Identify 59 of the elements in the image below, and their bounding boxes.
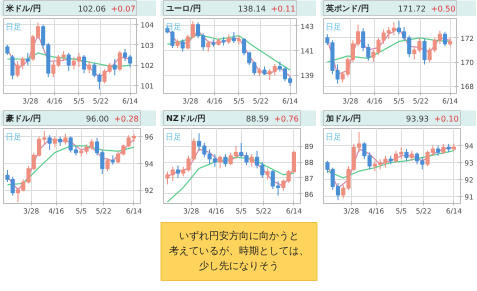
line-series [326, 150, 455, 179]
candlestick [66, 52, 71, 72]
candlestick [48, 134, 52, 150]
text: 88.59 [246, 114, 269, 124]
text: +0.76 [274, 114, 299, 124]
candlestick [87, 60, 92, 74]
text: 171.72 [398, 4, 426, 14]
chart-title: ユーロ/円 [166, 4, 201, 13]
annotation: 日足 [326, 22, 342, 32]
chart-title: 米ドル/円 [5, 4, 41, 13]
candlestick [436, 145, 440, 156]
chart-title: NZドル/円 [166, 114, 206, 123]
text: +0.07 [110, 4, 136, 14]
text: +0.28 [114, 114, 139, 124]
text: 93.93 [406, 114, 429, 124]
candlestick [105, 157, 110, 172]
candlestick [226, 34, 231, 45]
candlestick [63, 133, 68, 146]
candlestick [422, 38, 427, 65]
chart-title: 英ポンド/円 [325, 4, 369, 13]
candlestick [26, 52, 30, 66]
text: 138.14 [238, 4, 266, 14]
text: +0.11 [270, 4, 296, 14]
candlestick [442, 31, 448, 47]
candlestick [58, 136, 62, 146]
text: +0.50 [430, 4, 456, 14]
text: いずれ円安方向に向かうと [179, 230, 299, 242]
candlestick [410, 150, 414, 162]
line-series [166, 148, 295, 187]
text: +0.10 [434, 114, 459, 124]
text: 102.06 [78, 4, 106, 14]
candlestick [10, 54, 14, 80]
candlestick [441, 143, 446, 155]
text: 96.00 [86, 114, 109, 124]
annotation: 日足 [326, 132, 342, 142]
candlestick [52, 136, 57, 148]
annotation: 日足 [6, 22, 22, 32]
text: 少し先になりそう [199, 260, 279, 272]
chart-title: 豪ドル/円 [5, 114, 42, 123]
annotation: 日足 [166, 22, 182, 32]
annotation: 日足 [166, 132, 182, 142]
candlestick [265, 168, 270, 180]
candlestick [206, 40, 210, 52]
candlestick [82, 54, 86, 74]
candlestick [180, 38, 185, 52]
text: 考えているが、時期としては、 [169, 245, 309, 257]
candlestick [110, 154, 115, 166]
annotation: 日足 [6, 132, 22, 142]
candlestick [176, 164, 180, 178]
candlestick [404, 148, 409, 162]
chart-title: 加ドル/円 [325, 114, 362, 123]
candlestick [112, 58, 117, 76]
candlestick [5, 44, 10, 56]
line-series [326, 37, 451, 63]
candlestick [218, 155, 222, 169]
candlestick [118, 50, 122, 72]
candlestick [223, 154, 228, 168]
candlestick [232, 32, 236, 44]
candlestick [250, 154, 254, 168]
